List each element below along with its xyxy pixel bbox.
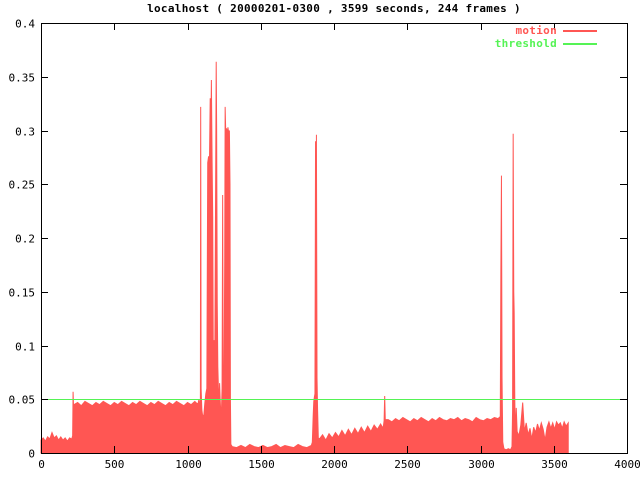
- x-tick-label: 1500: [248, 458, 275, 471]
- motion-series-area: [40, 61, 569, 454]
- plot-border: [41, 23, 628, 454]
- y-tick-label: 0.2: [15, 233, 35, 246]
- y-tick-label: 0.35: [9, 72, 36, 85]
- x-tick-label: 3500: [541, 458, 568, 471]
- x-tick-label: 2000: [321, 458, 348, 471]
- legend-entry-threshold: threshold: [495, 38, 597, 49]
- y-tick-label: 0.3: [15, 126, 35, 139]
- x-tick-label: 500: [105, 458, 125, 471]
- x-tick-label: 4000: [614, 458, 640, 471]
- legend-label-motion: motion: [515, 24, 557, 37]
- y-tick-label: 0.15: [9, 287, 36, 300]
- y-tick-label: 0.25: [9, 179, 36, 192]
- y-tick-label: 0: [28, 448, 35, 461]
- x-tick-label: 2500: [394, 458, 421, 471]
- legend-line-sample-motion: [563, 29, 597, 32]
- x-tick-label: 3000: [468, 458, 495, 471]
- legend-label-threshold: threshold: [494, 37, 557, 50]
- legend-line-sample-threshold: [563, 42, 597, 45]
- x-tick-label: 1000: [175, 458, 202, 471]
- y-tick-label: 0.1: [15, 341, 35, 354]
- y-tick-label: 0.4: [15, 18, 35, 31]
- legend-entry-motion: motion: [495, 25, 597, 36]
- y-tick-label: 0.05: [9, 394, 36, 407]
- legend: motion threshold: [495, 25, 597, 49]
- chart-title: localhost ( 20000201-0300 , 3599 seconds…: [147, 2, 521, 15]
- x-tick-label: 0: [38, 458, 45, 471]
